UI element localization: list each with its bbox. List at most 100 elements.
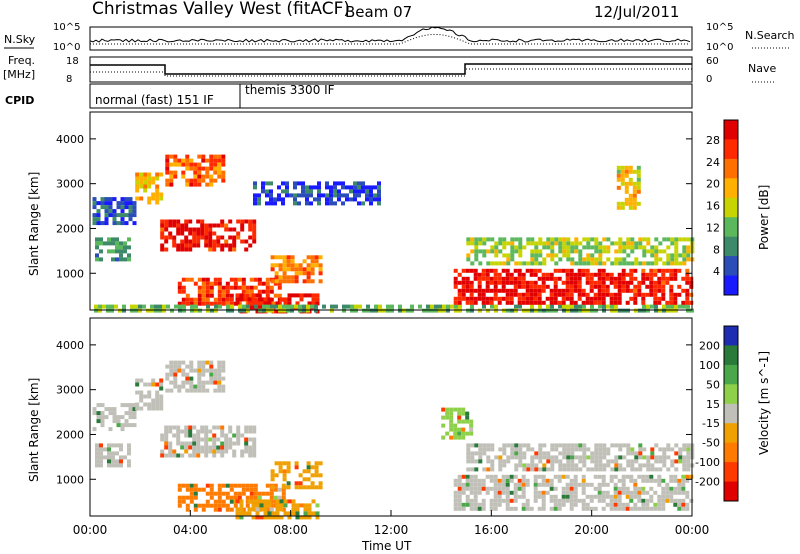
data-cell (613, 296, 618, 301)
data-cell (290, 304, 294, 309)
data-cell (654, 304, 658, 309)
data-cell (626, 261, 631, 266)
data-cell (302, 267, 307, 272)
data-cell (193, 174, 198, 179)
data-cell (135, 180, 140, 185)
data-cell (661, 506, 666, 511)
data-cell (265, 193, 269, 198)
data-cell (224, 445, 229, 450)
data-cell (104, 205, 109, 210)
data-cell (566, 443, 571, 448)
data-cell (554, 241, 559, 246)
data-cell (232, 453, 237, 458)
data-cell (188, 429, 193, 434)
colorbar-swatch (724, 139, 738, 160)
data-cell (325, 181, 329, 186)
data-cell (212, 425, 217, 430)
data-cell (453, 300, 458, 305)
data-cell (573, 502, 578, 507)
data-cell (279, 507, 284, 512)
data-cell (577, 272, 582, 277)
data-cell (310, 255, 315, 260)
data-cell (602, 451, 607, 456)
data-cell (669, 490, 674, 495)
data-cell (624, 181, 629, 186)
data-cell (565, 490, 570, 495)
data-cell (641, 490, 646, 495)
data-cell (290, 279, 295, 284)
data-cell (585, 300, 590, 305)
data-cell (160, 247, 165, 252)
data-cell (172, 449, 177, 454)
data-cell (259, 503, 264, 508)
data-cell (646, 459, 651, 464)
data-cell (287, 511, 292, 516)
data-cell (309, 201, 313, 206)
data-cell (135, 382, 140, 387)
data-cell (618, 241, 623, 246)
data-cell (561, 502, 566, 507)
data-cell (685, 490, 690, 495)
data-cell (229, 495, 234, 500)
data-cell (119, 245, 123, 250)
data-cell (601, 296, 606, 301)
x-tick-label: 08:00 (273, 523, 308, 537)
data-cell (514, 451, 519, 456)
data-cell (681, 300, 686, 305)
data-cell (239, 293, 244, 298)
data-cell (521, 506, 526, 511)
data-cell (107, 443, 111, 448)
data-cell (497, 482, 502, 487)
data-cell (341, 201, 345, 206)
data-cell (661, 498, 666, 503)
data-cell (259, 499, 264, 504)
data-cell (469, 423, 474, 428)
data-cell (522, 455, 527, 460)
data-cell (310, 473, 315, 478)
data-cell (287, 499, 292, 504)
data-cell (621, 502, 626, 507)
nave-line (90, 68, 692, 77)
data-cell (220, 429, 225, 434)
data-cell (517, 486, 522, 491)
data-cell (525, 482, 530, 487)
data-cell (164, 239, 169, 244)
data-cell (263, 507, 268, 512)
data-cell (525, 288, 530, 293)
data-cell (306, 279, 311, 284)
data-cell (649, 292, 654, 297)
data-cell (493, 494, 498, 499)
data-cell (570, 245, 575, 250)
data-cell (589, 272, 594, 277)
data-cell (549, 506, 554, 511)
data-cell (155, 394, 160, 399)
data-cell (168, 441, 173, 446)
data-cell (678, 447, 683, 452)
data-cell (493, 486, 498, 491)
data-cell (277, 285, 282, 290)
data-cell (654, 455, 659, 460)
data-cell (609, 506, 614, 511)
data-cell (294, 304, 298, 309)
data-cell (457, 280, 462, 285)
data-cell (205, 285, 210, 290)
data-cell (217, 360, 222, 365)
data-cell (209, 289, 214, 294)
data-cell (514, 467, 519, 472)
data-cell (573, 280, 578, 285)
data-cell (110, 308, 114, 313)
data-cell (590, 257, 595, 262)
data-cell (244, 441, 249, 446)
data-cell (673, 268, 678, 273)
data-cell (686, 459, 691, 464)
data-cell (176, 441, 181, 446)
data-cell (342, 304, 346, 309)
data-cell (132, 415, 137, 420)
data-cell (629, 288, 634, 293)
data-cell (570, 447, 575, 452)
data-cell (96, 411, 101, 416)
data-cell (176, 227, 181, 232)
data-cell (98, 308, 102, 313)
data-cell (426, 308, 430, 313)
data-cell (561, 300, 566, 305)
